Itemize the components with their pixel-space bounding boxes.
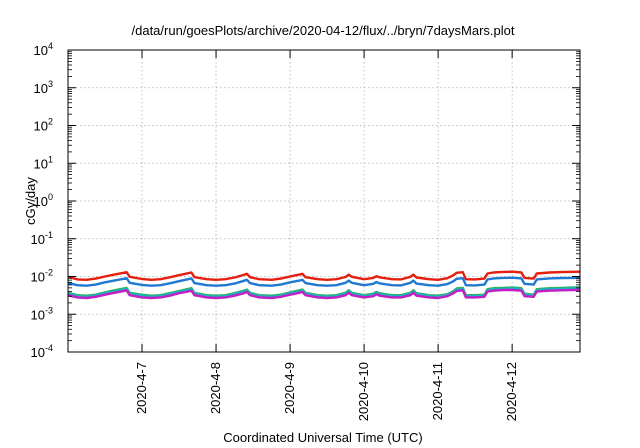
y-tick-label: 10-1 bbox=[31, 230, 53, 247]
x-tick-label: 2020-4-11 bbox=[430, 362, 445, 420]
x-tick-label: 2020-4-9 bbox=[282, 362, 297, 414]
x-tick-label: 2020-4-12 bbox=[504, 362, 519, 421]
y-tick-label: 10-3 bbox=[31, 305, 53, 322]
series-group bbox=[67, 270, 581, 300]
y-tick-label: 101 bbox=[34, 154, 53, 171]
x-tick-label: 2020-4-10 bbox=[356, 362, 371, 421]
y-tick-label: 100 bbox=[34, 192, 53, 209]
y-tick-label: 104 bbox=[34, 41, 53, 58]
y-axis-ticks: 10-4 10-3 10-2 10-1 100 101 102 103 104 bbox=[31, 41, 580, 360]
series-line-5 bbox=[67, 288, 580, 300]
x-tick-label: 2020-4-7 bbox=[134, 362, 149, 414]
y-tick-label: 103 bbox=[34, 79, 53, 96]
series-line-1 bbox=[67, 270, 581, 281]
chart-title: /data/run/goesPlots/archive/2020-04-12/f… bbox=[132, 23, 515, 38]
x-tick-label: 2020-4-8 bbox=[208, 362, 223, 414]
y-tick-label: 10-4 bbox=[31, 343, 53, 360]
x-axis-label: Coordinated Universal Time (UTC) bbox=[223, 430, 422, 445]
y-tick-label: 10-2 bbox=[31, 268, 53, 285]
series-line-2 bbox=[67, 276, 581, 287]
x-axis-ticks: 2020-4-7 2020-4-8 2020-4-9 2020-4-10 2020-4-… bbox=[134, 50, 519, 421]
y-tick-label: 102 bbox=[34, 117, 53, 134]
grid-lines bbox=[68, 50, 580, 352]
y-axis-label: cGy/day bbox=[23, 177, 38, 225]
